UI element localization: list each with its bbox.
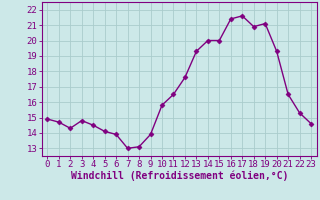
X-axis label: Windchill (Refroidissement éolien,°C): Windchill (Refroidissement éolien,°C) (70, 171, 288, 181)
